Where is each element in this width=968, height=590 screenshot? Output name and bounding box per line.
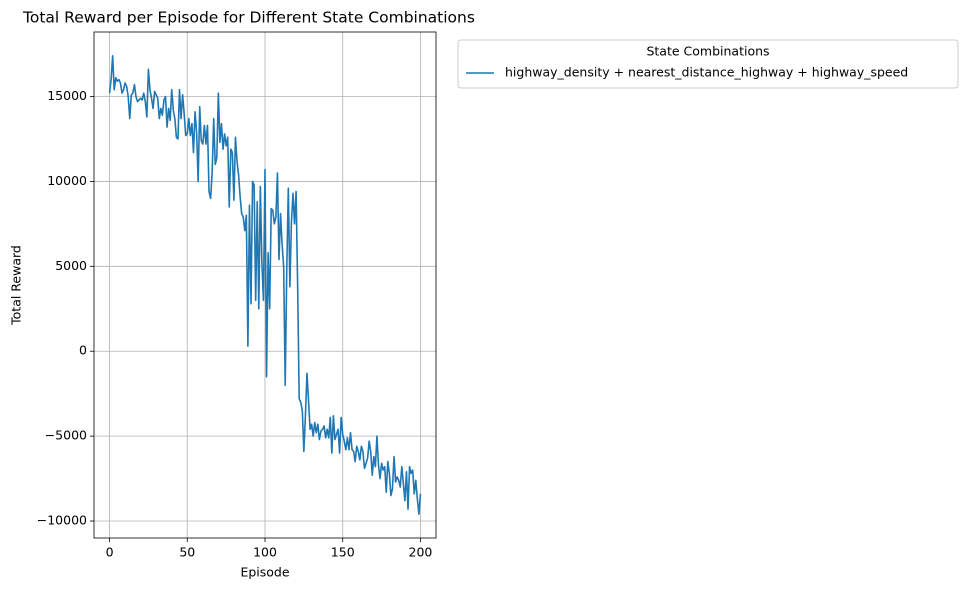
x-tick-label: 50 (179, 545, 195, 560)
y-tick-label: 5000 (55, 258, 87, 273)
x-tick-label: 0 (106, 545, 114, 560)
x-tick-label: 200 (409, 545, 433, 560)
plot-frame (93, 31, 437, 539)
legend: State Combinations highway_density + nea… (457, 39, 959, 89)
chart-title: Total Reward per Episode for Different S… (22, 9, 475, 27)
x-axis-label: Episode (240, 565, 289, 580)
x-tick-label: 100 (253, 545, 277, 560)
legend-box (457, 39, 959, 89)
x-tick-label: 150 (331, 545, 355, 560)
y-tick-label: 10000 (47, 173, 87, 188)
y-tick-label: 0 (79, 343, 87, 358)
y-axis-label: Total Reward (9, 245, 24, 326)
legend-title: State Combinations (646, 44, 769, 59)
y-tick-label: −5000 (45, 428, 87, 443)
y-tick-label: 15000 (47, 88, 87, 103)
legend-label: highway_density + nearest_distance_highw… (505, 65, 908, 80)
series-line (108, 54, 422, 516)
y-tick-label: −10000 (37, 513, 87, 528)
